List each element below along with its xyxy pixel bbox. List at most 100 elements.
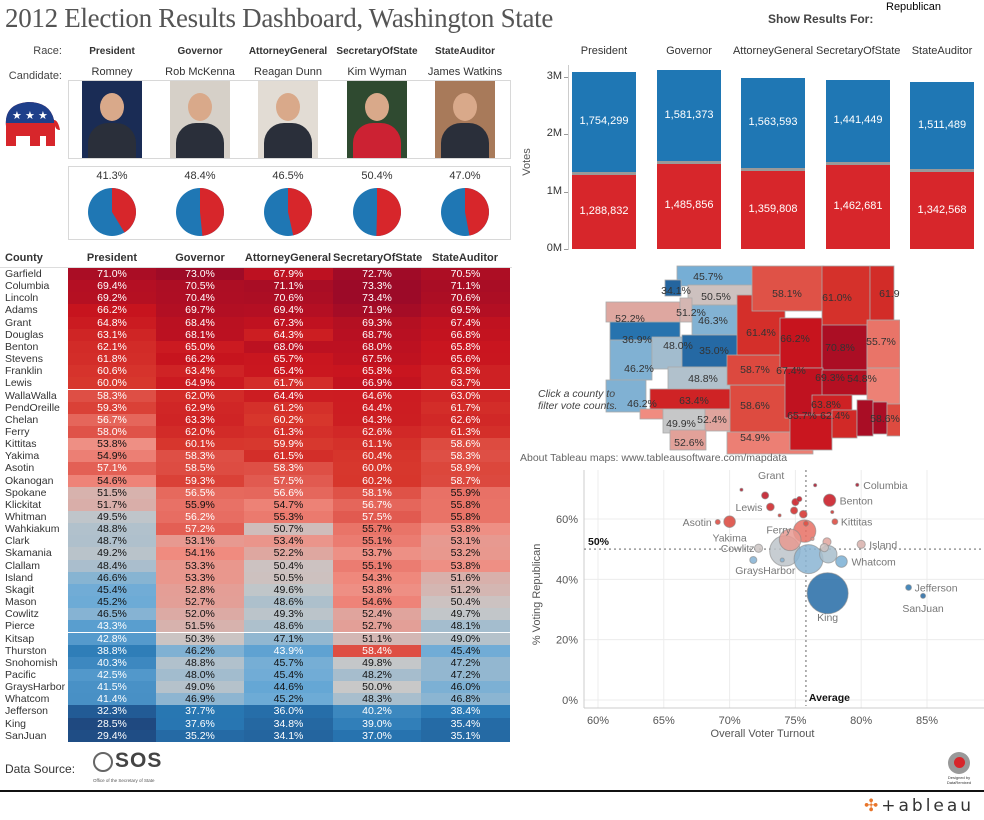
- table-row[interactable]: Garfield 71.0% 73.0% 67.9% 72.7% 70.5%: [0, 268, 512, 281]
- pct-cell[interactable]: 45.7%: [244, 656, 333, 669]
- pct-cell[interactable]: 65.6%: [421, 353, 510, 366]
- bar-democrat[interactable]: 1,754,299: [572, 71, 636, 173]
- table-row[interactable]: Clallam 48.4% 53.3% 50.4% 55.1% 53.8%: [0, 559, 512, 572]
- pct-cell[interactable]: 41.4%: [68, 693, 156, 706]
- table-row[interactable]: Chelan 56.7% 63.3% 60.2% 64.3% 62.6%: [0, 413, 512, 426]
- pct-cell[interactable]: 65.8%: [421, 340, 510, 354]
- table-row[interactable]: Mason 45.2% 52.7% 48.6% 54.6% 50.4%: [0, 596, 512, 609]
- pct-cell[interactable]: 69.2%: [68, 292, 156, 305]
- pct-cell[interactable]: 64.8%: [68, 316, 156, 329]
- pct-cell[interactable]: 63.1%: [68, 328, 156, 341]
- county-shape[interactable]: [789, 414, 833, 451]
- pct-cell[interactable]: 47.1%: [244, 632, 333, 645]
- scatter-point[interactable]: [905, 584, 912, 591]
- scatter-point[interactable]: [920, 592, 927, 599]
- pct-cell[interactable]: 58.3%: [244, 462, 333, 475]
- bar-republican[interactable]: 1,485,856: [657, 163, 721, 249]
- pct-cell[interactable]: 54.6%: [68, 474, 156, 487]
- pct-cell[interactable]: 54.1%: [156, 547, 244, 560]
- column-header[interactable]: Governor: [175, 252, 225, 264]
- pct-cell[interactable]: 50.5%: [244, 571, 333, 584]
- pct-cell[interactable]: 68.0%: [333, 340, 421, 354]
- table-row[interactable]: Whitman 49.5% 56.2% 55.3% 57.5% 55.8%: [0, 511, 512, 524]
- pct-cell[interactable]: 65.0%: [156, 340, 244, 354]
- county-shape[interactable]: [866, 319, 900, 369]
- bar-other[interactable]: [741, 168, 805, 172]
- bar-democrat[interactable]: 1,441,449: [826, 79, 890, 163]
- pct-cell[interactable]: 67.5%: [333, 353, 421, 366]
- table-row[interactable]: Lewis 60.0% 64.9% 61.7% 66.9% 63.7%: [0, 377, 512, 390]
- table-row[interactable]: WallaWalla 58.3% 62.0% 64.4% 64.6% 63.0%: [0, 389, 512, 402]
- pct-cell[interactable]: 45.4%: [244, 668, 333, 682]
- pct-cell[interactable]: 44.6%: [244, 681, 333, 694]
- vote-share-pie[interactable]: [262, 186, 314, 238]
- table-row[interactable]: Pierce 43.3% 51.5% 48.6% 52.7% 48.1%: [0, 620, 512, 633]
- table-row[interactable]: Skamania 49.2% 54.1% 52.2% 53.7% 53.2%: [0, 547, 512, 560]
- scatter-point[interactable]: [777, 513, 782, 518]
- pct-cell[interactable]: 50.7%: [244, 523, 333, 536]
- pct-cell[interactable]: 69.5%: [421, 304, 510, 317]
- pct-cell[interactable]: 55.9%: [156, 498, 244, 511]
- pct-cell[interactable]: 58.9%: [421, 462, 510, 475]
- pct-cell[interactable]: 49.2%: [68, 547, 156, 560]
- pct-cell[interactable]: 63.0%: [421, 389, 510, 402]
- bar-democrat[interactable]: 1,563,593: [741, 78, 805, 169]
- table-row[interactable]: Franklin 60.6% 63.4% 65.4% 65.8% 63.8%: [0, 365, 512, 378]
- pct-cell[interactable]: 49.0%: [421, 632, 510, 645]
- pct-cell[interactable]: 57.2%: [156, 523, 244, 536]
- pct-cell[interactable]: 60.6%: [68, 365, 156, 378]
- pct-cell[interactable]: 28.5%: [68, 717, 156, 730]
- pct-cell[interactable]: 37.7%: [156, 705, 244, 718]
- pct-cell[interactable]: 64.4%: [244, 389, 333, 402]
- pct-cell[interactable]: 50.0%: [333, 681, 421, 694]
- pct-cell[interactable]: 57.5%: [244, 474, 333, 487]
- bar-other[interactable]: [657, 160, 721, 164]
- pct-cell[interactable]: 48.1%: [421, 620, 510, 633]
- table-row[interactable]: King 28.5% 37.6% 34.8% 39.0% 35.4%: [0, 717, 512, 730]
- table-row[interactable]: Adams 66.2% 69.7% 69.4% 71.9% 69.5%: [0, 304, 512, 317]
- pct-cell[interactable]: 53.7%: [333, 547, 421, 560]
- pct-cell[interactable]: 58.1%: [333, 486, 421, 499]
- table-row[interactable]: Jefferson 32.3% 37.7% 36.0% 40.2% 38.4%: [0, 705, 512, 718]
- pct-cell[interactable]: 58.3%: [421, 450, 510, 463]
- pct-cell[interactable]: 32.3%: [68, 705, 156, 718]
- pct-cell[interactable]: 66.2%: [68, 304, 156, 317]
- vote-share-pie[interactable]: [351, 186, 403, 238]
- table-row[interactable]: Spokane 51.5% 56.5% 56.6% 58.1% 55.9%: [0, 486, 512, 499]
- pct-cell[interactable]: 53.8%: [68, 438, 156, 451]
- county-shape[interactable]: [751, 265, 825, 312]
- pct-cell[interactable]: 48.0%: [156, 668, 244, 682]
- pct-cell[interactable]: 29.4%: [68, 729, 156, 742]
- pct-cell[interactable]: 46.9%: [156, 693, 244, 706]
- pct-cell[interactable]: 48.2%: [333, 668, 421, 682]
- scatter-point[interactable]: [714, 518, 721, 526]
- pct-cell[interactable]: 58.6%: [421, 438, 510, 451]
- pct-cell[interactable]: 52.7%: [156, 596, 244, 609]
- pct-cell[interactable]: 46.2%: [156, 644, 244, 657]
- pct-cell[interactable]: 61.5%: [244, 450, 333, 463]
- bar-other[interactable]: [572, 172, 636, 176]
- column-header[interactable]: President: [86, 252, 138, 264]
- pct-cell[interactable]: 73.4%: [333, 292, 421, 305]
- pct-cell[interactable]: 63.7%: [421, 377, 510, 390]
- pct-cell[interactable]: 53.1%: [156, 535, 244, 548]
- pct-cell[interactable]: 61.1%: [333, 438, 421, 451]
- scatter-point[interactable]: [779, 557, 785, 563]
- pct-cell[interactable]: 59.3%: [68, 401, 156, 414]
- pct-cell[interactable]: 43.9%: [244, 644, 333, 657]
- pct-cell[interactable]: 50.4%: [244, 559, 333, 572]
- pct-cell[interactable]: 60.2%: [333, 474, 421, 487]
- table-row[interactable]: SanJuan 29.4% 35.2% 34.1% 37.0% 35.1%: [0, 729, 512, 742]
- pct-cell[interactable]: 65.4%: [244, 365, 333, 378]
- pct-cell[interactable]: 49.0%: [156, 681, 244, 694]
- scatter-point[interactable]: [766, 502, 775, 512]
- pct-cell[interactable]: 58.3%: [156, 450, 244, 463]
- scatter-point[interactable]: [793, 544, 824, 575]
- pct-cell[interactable]: 70.5%: [421, 268, 510, 281]
- pct-cell[interactable]: 69.3%: [333, 316, 421, 329]
- pct-cell[interactable]: 46.8%: [421, 693, 510, 706]
- pct-cell[interactable]: 61.3%: [421, 425, 510, 439]
- pct-cell[interactable]: 70.5%: [156, 280, 244, 293]
- pct-cell[interactable]: 48.8%: [156, 656, 244, 669]
- scatter-point[interactable]: [802, 520, 809, 527]
